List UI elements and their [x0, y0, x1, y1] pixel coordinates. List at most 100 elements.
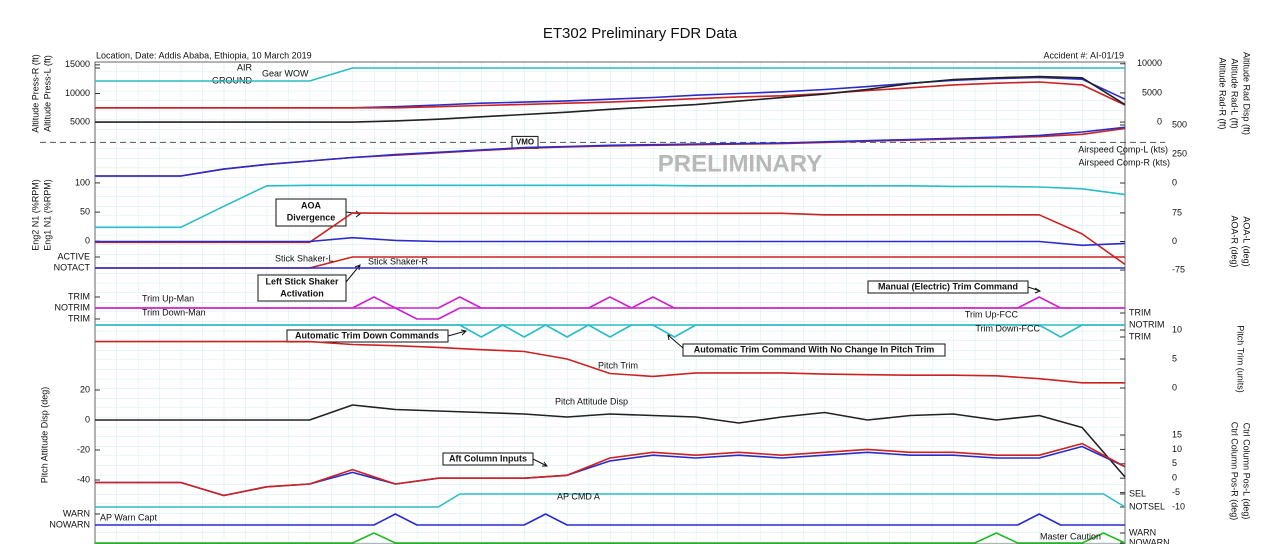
series-line: [95, 442, 1126, 497]
accident-number: Accident #: AI-01/19: [1043, 50, 1124, 60]
y-tick-label: 50: [80, 206, 90, 216]
title: ET302 Preliminary FDR Data: [543, 25, 738, 42]
y-tick-label: 5000: [1142, 87, 1162, 97]
axis-label: AOA-R (deg): [1230, 215, 1240, 267]
y-tick-label: 0: [1172, 236, 1177, 246]
series-label: Pitch Trim: [598, 360, 638, 370]
panel: 0 250 500 VMO Airspeed Comp-L (kts) Airspeed …: [40, 119, 1187, 187]
y-tick-label: TRIM: [68, 313, 90, 323]
y-tick-label: 0: [85, 236, 90, 246]
y-tick-label: -10: [1172, 501, 1185, 511]
annotation: Automatic Trim Command With No Change In…: [694, 344, 934, 354]
y-tick-label: SEL: [1129, 488, 1146, 498]
series-label: Trim Up-Man: [142, 293, 194, 303]
y-tick-label: NOTRIM: [1129, 319, 1165, 329]
annotation-box: [682, 343, 946, 357]
panel: -10 -5 0 5 10 15 Ctrl Column Pos-R (deg) Ctrl C…: [95, 422, 1252, 521]
y-tick-label: NOTSEL: [1129, 501, 1165, 511]
y-tick-label: ACTIVE: [57, 251, 90, 261]
location: Location, Date: Addis Ababa, Ethiopia, 1…: [96, 50, 312, 60]
annotation: Manual (Electric) Trim Command: [878, 281, 1018, 291]
series-line: [95, 404, 1126, 478]
series-line: [95, 493, 1126, 508]
y-tick-label: 10: [1172, 324, 1182, 334]
y-tick-label: 20: [80, 384, 90, 394]
annotation: AOA: [301, 200, 322, 210]
y-tick-label: -75: [1172, 264, 1185, 274]
y-tick-label: NOWARN: [49, 519, 90, 529]
y-tick-label: TRIM: [1129, 307, 1151, 317]
annotation-box: [257, 274, 347, 302]
y-tick-label: NOTACT: [54, 262, 91, 272]
axis-label: Altitude Press-L (ft): [42, 55, 52, 132]
y-tick-label: 10: [1172, 444, 1182, 454]
y-tick-label: 0: [1172, 473, 1177, 483]
y-tick-label: WARN: [63, 508, 90, 518]
y-tick-label: 5000: [70, 117, 90, 127]
annotations: AOA Divergence Left Stick Shaker Activat…: [257, 198, 1042, 467]
grid-background: [95, 62, 1125, 544]
series-line: [95, 81, 1126, 109]
y-tick-label: 5: [1172, 458, 1177, 468]
y-tick-label: 10000: [1137, 58, 1162, 68]
series-label: AP CMD A: [557, 491, 600, 501]
axis-label: Pitch Attitude Disp (deg): [39, 387, 49, 484]
series-line: [95, 184, 1126, 229]
axis-label: Altitude Rad Disp (ft): [1242, 52, 1252, 135]
series-line: [95, 532, 1126, 544]
series-label: Gear WOW: [262, 68, 309, 78]
series-label: Stick Shaker-L: [275, 253, 334, 263]
series-line: [95, 126, 1126, 177]
y-tick-label: TRIM: [68, 291, 90, 301]
series-line: [95, 307, 1125, 320]
panel: -75 0 75 AOA-R (deg) AOA-L (deg): [95, 207, 1252, 274]
y-tick-label: -20: [77, 444, 90, 454]
axis-label: Altitude Rad-L (ft): [1230, 58, 1240, 128]
series-label: Pitch Attitude Disp: [555, 396, 628, 406]
panel: -40 -20 0 20 Pitch Attitude Disp (deg) Pitch …: [39, 384, 1126, 484]
series-line: [95, 513, 1125, 526]
axis-label: Altitude Rad-R (ft): [1218, 57, 1228, 129]
y-tick-label: 100: [75, 177, 90, 187]
axis-label: Ctrl Column Pos-R (deg): [1230, 422, 1240, 521]
y-tick-label: NOTRIM: [55, 302, 91, 312]
y-tick-label: 75: [1172, 207, 1182, 217]
series-label: Trim Down-Man: [142, 307, 206, 317]
annotation: Automatic Trim Down Commands: [295, 330, 439, 340]
annotation: Divergence: [287, 212, 336, 222]
y-tick-label: 250: [1172, 148, 1187, 158]
y-tick-label: -40: [77, 474, 90, 484]
watermark: PRELIMINARY: [658, 150, 822, 177]
y-tick-label: 5: [1172, 353, 1177, 363]
series-line: [95, 340, 1125, 384]
series-label: Trim Down-FCC: [975, 323, 1040, 333]
series-line: [95, 324, 1125, 338]
reference-label: VMO: [516, 138, 534, 147]
y-tick-label: WARN: [1129, 527, 1156, 537]
axis-label: Ctrl Column Pos-L (deg): [1242, 423, 1252, 520]
annotation: Aft Column Inputs: [449, 453, 527, 463]
y-tick-label: AIR: [237, 62, 253, 72]
series-label: Master Caution: [1040, 531, 1101, 541]
panel: TRIM NOTRIM TRIM Trim Up-FCC Trim Down-FCC: [95, 307, 1165, 341]
arrow: [1027, 286, 1042, 294]
axis-label: Eng2 N1 (%RPM): [30, 179, 40, 251]
y-tick-label: -5: [1172, 487, 1180, 497]
arrow: [532, 458, 548, 467]
series-label: Airspeed Comp-R (kts): [1078, 157, 1170, 167]
series-label: Stick Shaker-R: [368, 256, 429, 266]
y-tick-label: 500: [1172, 119, 1187, 129]
arrow: [447, 329, 468, 337]
annotation: Activation: [280, 288, 324, 298]
series-line: [95, 75, 1126, 123]
y-tick-label: TRIM: [1129, 331, 1151, 341]
axis-label: Altitude Press-R (ft): [30, 54, 40, 133]
annotation: Left Stick Shaker: [265, 276, 339, 286]
y-tick-label: 15: [1172, 429, 1182, 439]
y-tick-label: 0: [1172, 382, 1177, 392]
